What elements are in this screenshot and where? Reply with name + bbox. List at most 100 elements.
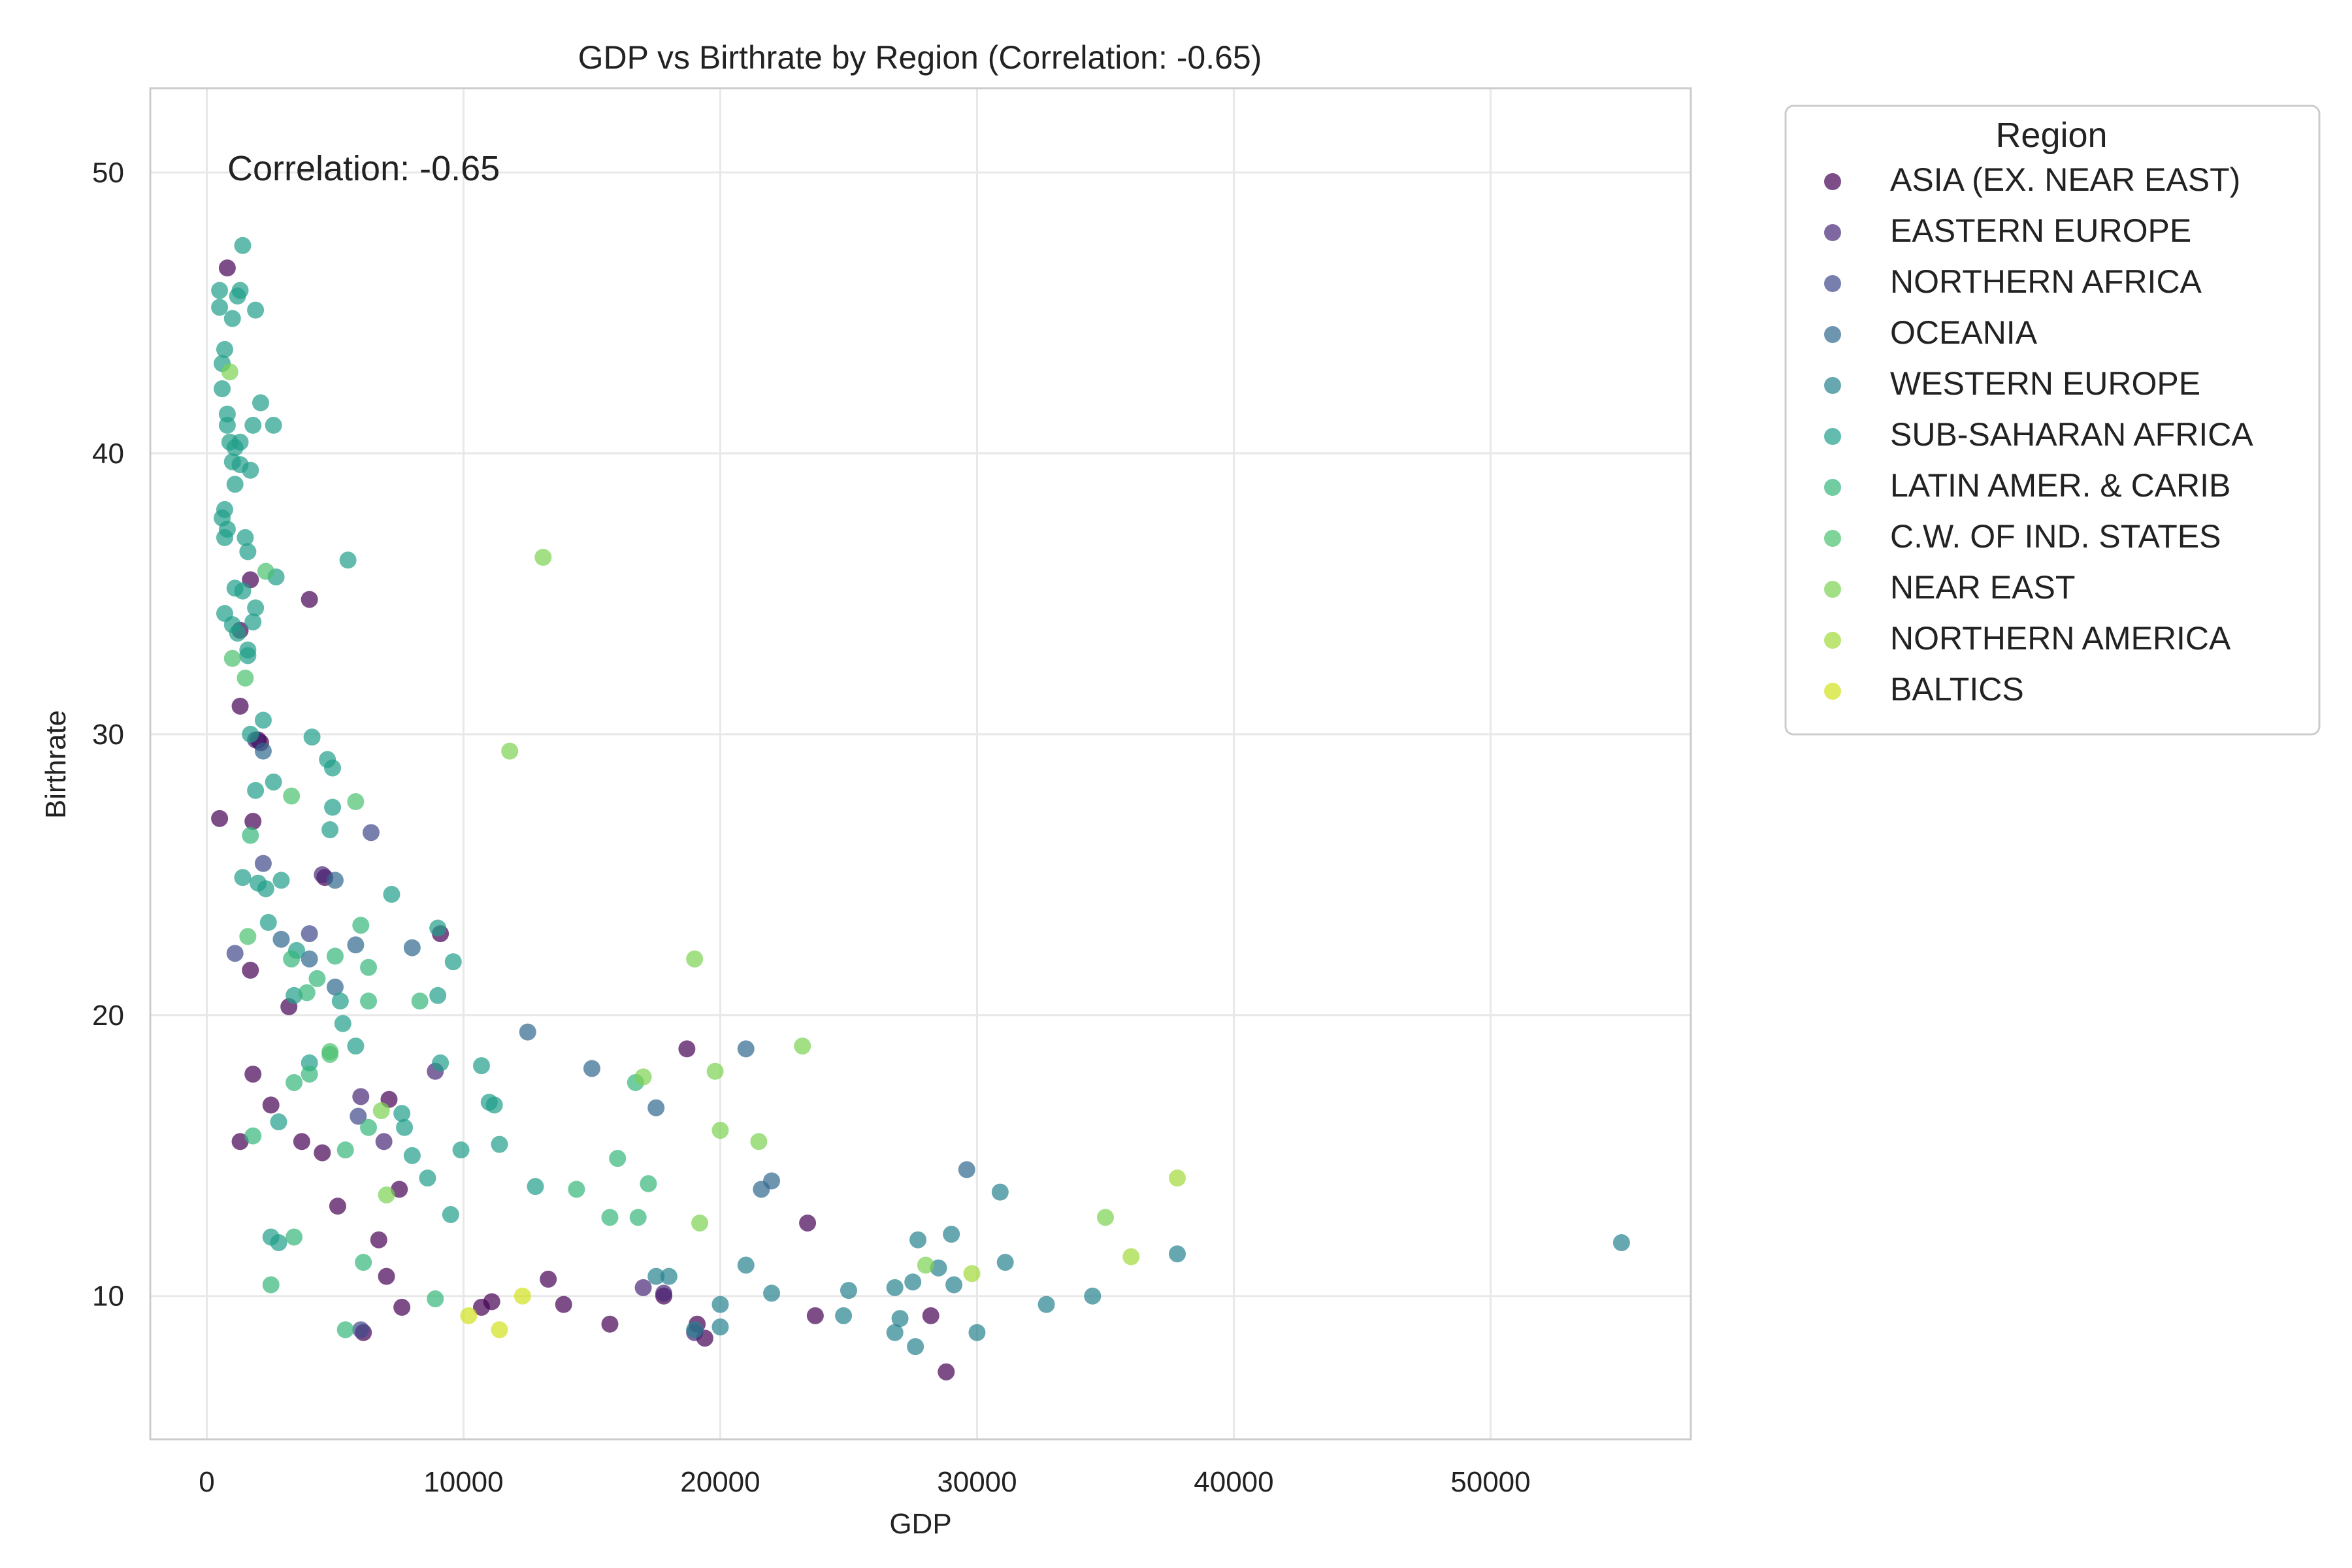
data-point xyxy=(891,1310,909,1328)
data-point xyxy=(763,1172,781,1190)
legend-label: NORTHERN AMERICA xyxy=(1890,620,2231,657)
data-point xyxy=(244,613,262,630)
data-point xyxy=(958,1161,975,1179)
plot-frame xyxy=(149,87,1692,1441)
data-point xyxy=(350,1107,367,1125)
data-point xyxy=(452,1141,470,1159)
data-point xyxy=(231,697,249,715)
data-point xyxy=(686,1321,704,1339)
data-point xyxy=(527,1178,544,1196)
legend-marker xyxy=(1824,326,1841,343)
legend-label: BALTICS xyxy=(1890,671,2024,708)
data-point xyxy=(347,1037,365,1055)
data-point xyxy=(375,1133,393,1151)
data-point xyxy=(922,1307,939,1324)
data-point xyxy=(329,1198,346,1215)
data-point xyxy=(242,461,259,479)
data-point xyxy=(262,1096,280,1114)
data-point xyxy=(283,787,301,805)
data-point xyxy=(336,1321,354,1339)
data-point xyxy=(568,1181,585,1198)
data-point xyxy=(239,543,257,561)
data-point xyxy=(270,1234,287,1252)
data-point xyxy=(301,925,318,943)
data-point xyxy=(347,793,365,811)
data-point xyxy=(226,945,244,962)
data-point xyxy=(963,1265,981,1282)
data-point xyxy=(794,1037,811,1055)
data-point xyxy=(393,1105,411,1122)
data-point xyxy=(378,1267,395,1285)
data-point xyxy=(247,599,265,617)
data-point xyxy=(485,1096,503,1114)
legend-items: ASIA (EX. NEAR EAST) EASTERN EUROPE NORTHE… xyxy=(1824,161,2253,708)
legend-marker xyxy=(1824,479,1841,496)
data-point xyxy=(237,669,254,687)
legend-label: LATIN AMER. & CARIB xyxy=(1890,467,2230,504)
legend-label: SUB-SAHARAN AFRICA xyxy=(1890,416,2253,453)
data-point xyxy=(601,1209,619,1226)
data-point xyxy=(655,1284,672,1302)
data-point xyxy=(943,1226,960,1243)
data-point xyxy=(218,521,236,538)
data-point xyxy=(321,1043,339,1060)
data-point xyxy=(352,1321,370,1339)
data-point xyxy=(1169,1169,1186,1187)
y-axis-ticks: 10 20 30 40 50 xyxy=(92,157,124,1313)
data-point xyxy=(917,1256,934,1274)
data-point xyxy=(234,237,252,254)
data-point xyxy=(1612,1234,1630,1252)
x-axis-title: GDP xyxy=(889,1508,951,1540)
data-point xyxy=(429,987,447,1004)
data-point xyxy=(314,1144,331,1162)
legend-marker xyxy=(1824,173,1841,190)
data-point xyxy=(254,855,272,872)
data-point xyxy=(242,725,259,743)
y-tick-label: 10 xyxy=(92,1281,124,1313)
data-point xyxy=(491,1135,508,1153)
data-point xyxy=(678,1040,696,1058)
data-point xyxy=(216,340,233,358)
data-point xyxy=(272,930,290,948)
y-tick-label: 40 xyxy=(92,438,124,470)
y-axis-title: Birthrate xyxy=(40,710,72,819)
data-point xyxy=(237,529,254,546)
legend-marker xyxy=(1824,275,1841,292)
data-point xyxy=(886,1324,904,1341)
data-point xyxy=(501,742,519,760)
data-point xyxy=(601,1315,619,1333)
data-point xyxy=(483,1293,500,1311)
data-point xyxy=(763,1284,781,1302)
data-point xyxy=(1084,1287,1102,1305)
data-point xyxy=(840,1282,857,1299)
data-point xyxy=(231,433,249,451)
data-point xyxy=(301,1066,318,1083)
data-point xyxy=(629,1209,647,1226)
data-point xyxy=(799,1214,817,1232)
data-point xyxy=(326,947,344,965)
x-tick-label: 10000 xyxy=(423,1466,503,1498)
data-point xyxy=(904,1273,922,1291)
legend-marker xyxy=(1824,581,1841,598)
data-point xyxy=(286,987,303,1004)
data-point xyxy=(711,1122,729,1139)
data-point xyxy=(231,282,249,299)
data-point xyxy=(583,1060,600,1077)
legend-label: C.W. OF IND. STATES xyxy=(1890,518,2221,555)
data-point xyxy=(360,958,378,976)
x-axis-ticks: 0 10000 20000 30000 40000 50000 xyxy=(199,1466,1530,1498)
data-point xyxy=(214,380,231,398)
data-point xyxy=(750,1133,768,1151)
data-point xyxy=(286,1073,303,1091)
data-point xyxy=(909,1231,927,1249)
data-point xyxy=(244,813,262,830)
legend-title: Region xyxy=(1995,116,2107,155)
data-point xyxy=(326,872,344,889)
data-point xyxy=(1037,1296,1055,1313)
x-tick-label: 40000 xyxy=(1194,1466,1273,1498)
data-point xyxy=(660,1267,678,1285)
data-point xyxy=(403,939,421,956)
data-point xyxy=(283,950,301,968)
data-point xyxy=(286,1228,303,1246)
